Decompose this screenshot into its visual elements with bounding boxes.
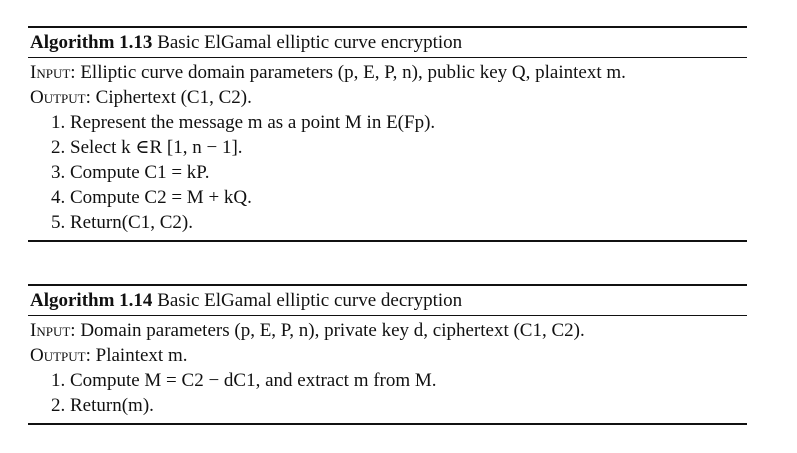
output-line: Output: Ciphertext (C1, C2). bbox=[28, 85, 747, 110]
top-rule bbox=[28, 284, 747, 286]
step-3: 3. Compute C1 = kP. bbox=[51, 162, 210, 183]
algorithm-number: Algorithm 1.14 bbox=[30, 290, 153, 311]
algorithm-title-row: Algorithm 1.13 Basic ElGamal elliptic cu… bbox=[28, 28, 747, 57]
output-text: Ciphertext (C1, C2). bbox=[95, 87, 252, 108]
input-line: Input: Elliptic curve domain parameters … bbox=[28, 60, 747, 85]
step-5: 5. Return(C1, C2). bbox=[51, 212, 193, 233]
step-1: 1. Compute M = C2 − dC1, and extract m f… bbox=[51, 370, 437, 391]
bottom-rule bbox=[28, 423, 747, 425]
input-label: Input: bbox=[30, 62, 76, 83]
input-text: Elliptic curve domain parameters (p, E, … bbox=[80, 62, 626, 83]
algorithm-number: Algorithm 1.13 bbox=[30, 32, 153, 53]
step-2: 2. Return(m). bbox=[51, 395, 154, 416]
algorithm-1-14-box: Algorithm 1.14 Basic ElGamal elliptic cu… bbox=[28, 284, 747, 425]
output-line: Output: Plaintext m. bbox=[28, 343, 747, 368]
input-line: Input: Domain parameters (p, E, P, n), p… bbox=[28, 318, 747, 343]
algorithm-body: Input: Elliptic curve domain parameters … bbox=[28, 58, 747, 240]
top-rule bbox=[28, 26, 747, 28]
algorithm-title-row: Algorithm 1.14 Basic ElGamal elliptic cu… bbox=[28, 286, 747, 315]
algorithm-body: Input: Domain parameters (p, E, P, n), p… bbox=[28, 316, 747, 423]
output-label: Output: bbox=[30, 87, 91, 108]
input-text: Domain parameters (p, E, P, n), private … bbox=[80, 320, 585, 341]
algorithm-1-13-box: Algorithm 1.13 Basic ElGamal elliptic cu… bbox=[28, 26, 747, 242]
step-1: 1. Represent the message m as a point M … bbox=[51, 112, 436, 133]
algorithm-title: Basic ElGamal elliptic curve decryption bbox=[157, 290, 463, 311]
step-4: 4. Compute C2 = M + kQ. bbox=[51, 187, 252, 208]
output-text: Plaintext m. bbox=[95, 345, 188, 366]
algorithm-title: Basic ElGamal elliptic curve encryption bbox=[157, 32, 463, 53]
title-rule bbox=[28, 57, 747, 58]
step-2: 2. Select k ∈R [1, n − 1]. bbox=[51, 137, 243, 158]
title-rule bbox=[28, 315, 747, 316]
input-label: Input: bbox=[30, 320, 76, 341]
output-label: Output: bbox=[30, 345, 91, 366]
bottom-rule bbox=[28, 240, 747, 242]
